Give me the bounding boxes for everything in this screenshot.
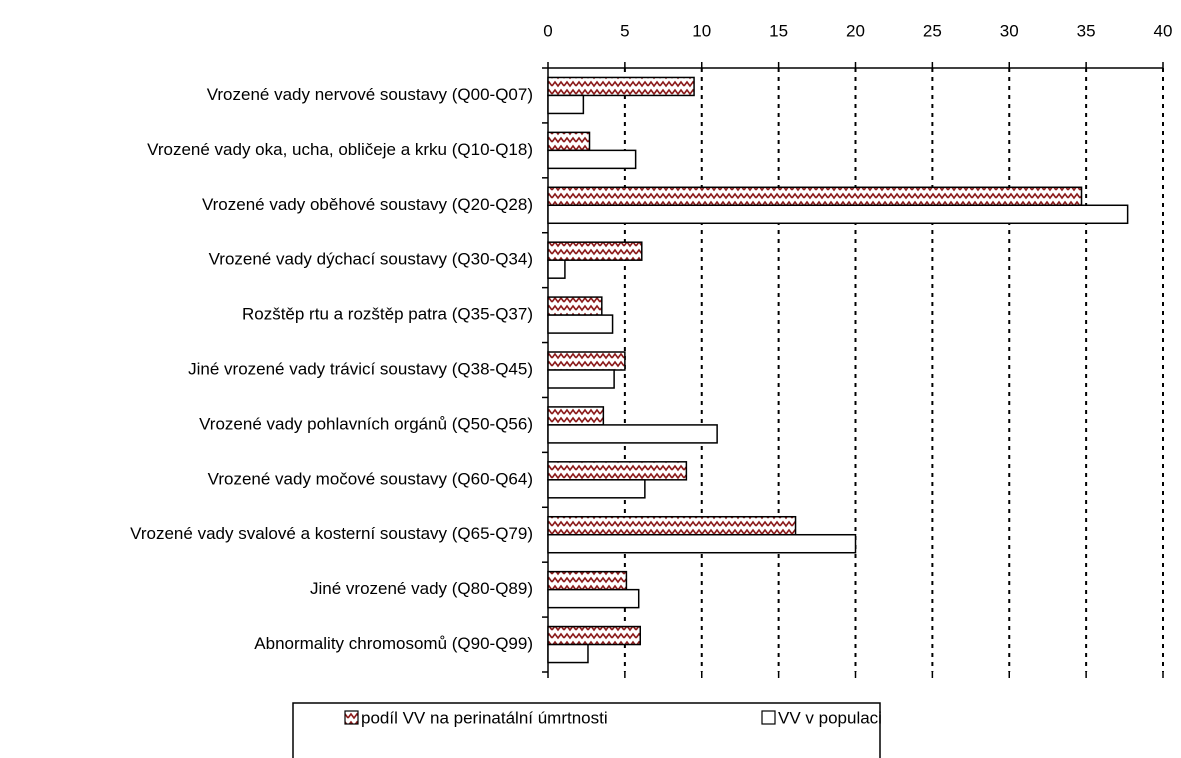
bar — [547, 314, 614, 334]
x-tick-label: 30 — [1000, 21, 1019, 40]
y-tick-label: Abnormality chromosomů (Q90-Q99) — [254, 634, 533, 653]
y-tick-label: Vrozené vady dýchací soustavy (Q30-Q34) — [209, 250, 533, 269]
bar — [547, 149, 637, 170]
y-tick-label: Vrozené vady svalové a kosterní soustavy… — [130, 524, 533, 543]
bar — [547, 570, 628, 591]
legend-label: podíl VV na perinatální úmrtnosti — [361, 708, 608, 727]
bar — [547, 424, 718, 444]
bar — [547, 94, 585, 115]
bar — [547, 625, 641, 646]
y-tick-label: Vrozené vady močové soustavy (Q60-Q64) — [208, 469, 533, 488]
bar — [547, 76, 695, 97]
bar — [547, 479, 646, 499]
y-tick-label: Vrozené vady oka, ucha, obličeje a krku … — [147, 140, 533, 159]
bar — [547, 461, 688, 481]
bar — [547, 296, 603, 316]
legend-swatch — [761, 710, 776, 725]
y-tick-label: Vrozené vady nervové soustavy (Q00-Q07) — [207, 85, 533, 104]
legend-label: VV v populaci — [778, 708, 882, 727]
bar — [547, 241, 643, 261]
x-tick-label: 5 — [620, 21, 629, 40]
bar — [547, 406, 605, 426]
bar — [547, 643, 589, 664]
y-tick-label: Jiné vrozené vady (Q80-Q89) — [310, 579, 533, 598]
x-tick-label: 10 — [692, 21, 711, 40]
bar — [547, 186, 1083, 207]
bar — [547, 259, 566, 279]
legend-box — [292, 702, 881, 758]
y-tick-label: Rozštěp rtu a rozštěp patra (Q35-Q37) — [242, 305, 533, 324]
y-tick-label: Vrozené vady pohlavních orgánů (Q50-Q56) — [199, 414, 533, 433]
legend-swatch — [344, 710, 359, 725]
x-tick-label: 20 — [846, 21, 865, 40]
x-tick-label: 15 — [769, 21, 788, 40]
x-tick-label: 25 — [923, 21, 942, 40]
bar — [547, 533, 857, 554]
bar — [547, 515, 797, 536]
bar — [547, 204, 1129, 225]
bar — [547, 351, 626, 371]
x-tick-label: 0 — [543, 21, 552, 40]
y-tick-label: Jiné vrozené vady trávicí soustavy (Q38-… — [188, 359, 533, 378]
bar — [547, 588, 640, 609]
x-tick-label: 35 — [1077, 21, 1096, 40]
x-tick-label: 40 — [1154, 21, 1173, 40]
y-tick-label: Vrozené vady oběhové soustavy (Q20-Q28) — [202, 195, 533, 214]
bar — [547, 131, 591, 152]
bar — [547, 369, 615, 389]
